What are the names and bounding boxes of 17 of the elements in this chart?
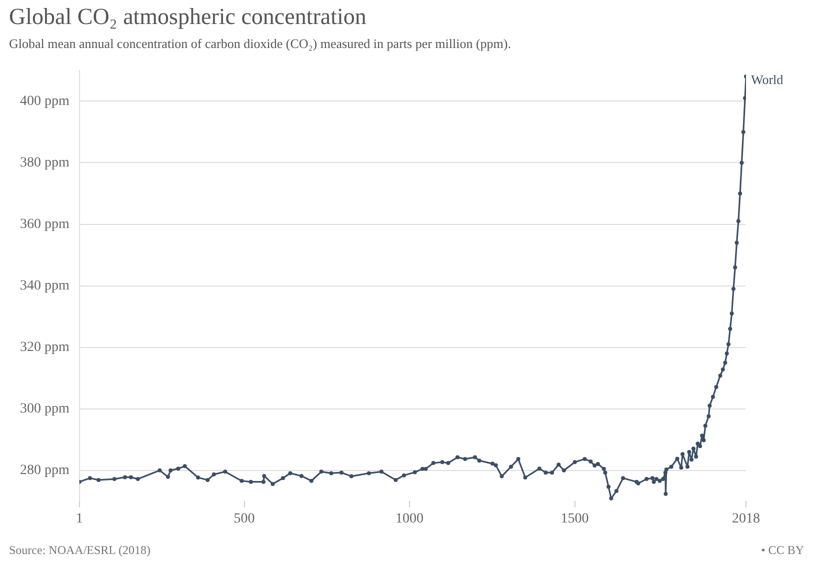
y-tick-label: 340 ppm — [20, 278, 70, 294]
x-tick-label: 1000 — [396, 511, 424, 526]
source-note: Source: NOAA/ESRL (2018) — [9, 543, 151, 558]
y-tick-label: 320 ppm — [20, 340, 70, 356]
chart-title: Global CO₂ atmospheric concentration — [9, 4, 366, 30]
y-tick-label: 300 ppm — [20, 402, 70, 417]
y-tick-label: 400 ppm — [20, 94, 70, 109]
x-tick-label: 1 — [76, 511, 83, 526]
y-tick-label: 380 ppm — [20, 155, 70, 170]
series-label: World — [751, 72, 784, 87]
x-tick-label: 1500 — [560, 511, 589, 526]
chart-subtitle: Global mean annual concentration of carbon dioxide (CO₂) measured in parts per million (ppm). — [9, 36, 511, 52]
y-tick-label: 280 ppm — [20, 463, 70, 478]
x-tick-label: 2018 — [732, 511, 760, 526]
x-tick-label: 500 — [234, 511, 255, 526]
text: • CC BY — [761, 543, 804, 558]
y-tick-label: 360 ppm — [20, 216, 70, 232]
